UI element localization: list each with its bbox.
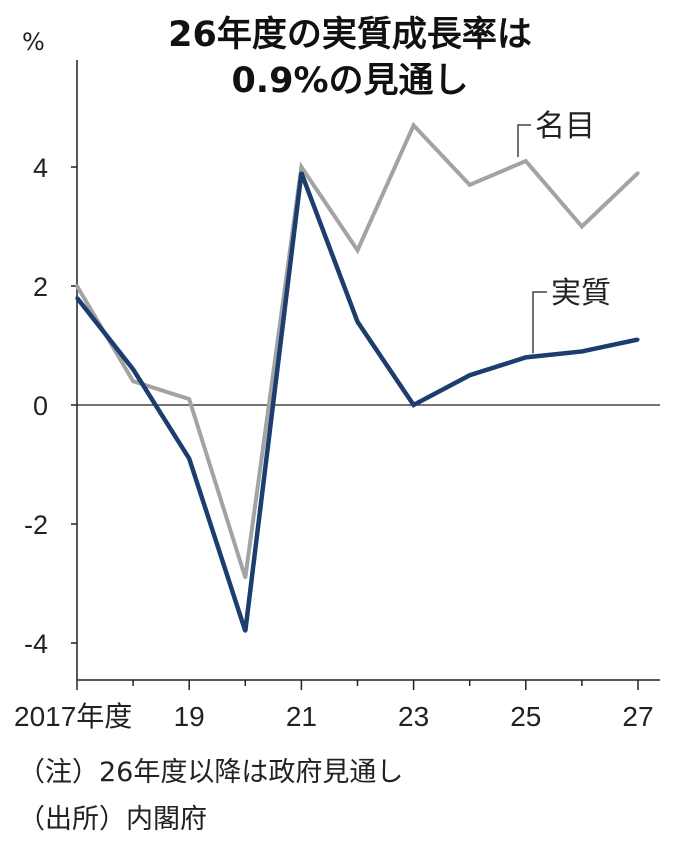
data-point <box>243 575 247 580</box>
data-point <box>524 159 528 163</box>
x-tick-label: 2017年度 <box>14 701 132 732</box>
data-point <box>412 123 416 127</box>
series-layer <box>75 121 640 633</box>
y-tick-label: -2 <box>24 510 48 540</box>
data-point <box>243 629 247 633</box>
data-point <box>75 284 79 288</box>
series-line-real <box>75 172 639 632</box>
source-text: （出所）内閣府 <box>18 804 207 835</box>
y-axis-unit: % <box>22 28 45 56</box>
data-point <box>187 456 191 461</box>
data-point <box>580 224 584 229</box>
y-tick-label: 2 <box>33 272 48 302</box>
series-line-nominal <box>75 121 640 579</box>
y-tick-label: 4 <box>33 153 48 183</box>
series-label-leader <box>517 124 531 158</box>
data-point <box>580 349 584 354</box>
y-tick-label: 0 <box>33 391 48 421</box>
x-axis-ticks: 2017年度 19 21 23 25 27 <box>14 680 654 732</box>
data-point <box>187 397 191 401</box>
data-point <box>355 320 360 324</box>
data-point <box>131 379 135 383</box>
note-text: （注）26年度以降は政府見通し <box>18 757 404 788</box>
data-point <box>468 183 472 187</box>
data-point <box>636 337 640 342</box>
series-label: 名目 <box>535 109 595 144</box>
data-point <box>636 171 640 175</box>
x-tick-label: 19 <box>174 701 205 732</box>
data-point <box>468 373 472 377</box>
x-tick-label: 21 <box>286 701 317 732</box>
data-point <box>412 403 416 407</box>
chart-subtitle: 0.9%の見通し <box>231 61 469 101</box>
series-label-leader <box>532 291 547 354</box>
series-label: 実質 <box>551 276 611 311</box>
x-tick-label: 27 <box>622 701 653 732</box>
y-axis-ticks: 4 2 0 -2 -4 <box>24 153 77 659</box>
data-point <box>299 165 303 169</box>
data-point <box>131 367 135 371</box>
data-point <box>299 171 303 175</box>
y-tick-label: -4 <box>24 629 48 659</box>
x-tick-label: 25 <box>510 701 541 732</box>
data-point <box>524 355 528 359</box>
data-point <box>355 248 360 252</box>
x-tick-label: 23 <box>398 701 429 732</box>
chart-title: 26年度の実質成長率は <box>168 15 532 55</box>
data-point <box>75 296 79 300</box>
